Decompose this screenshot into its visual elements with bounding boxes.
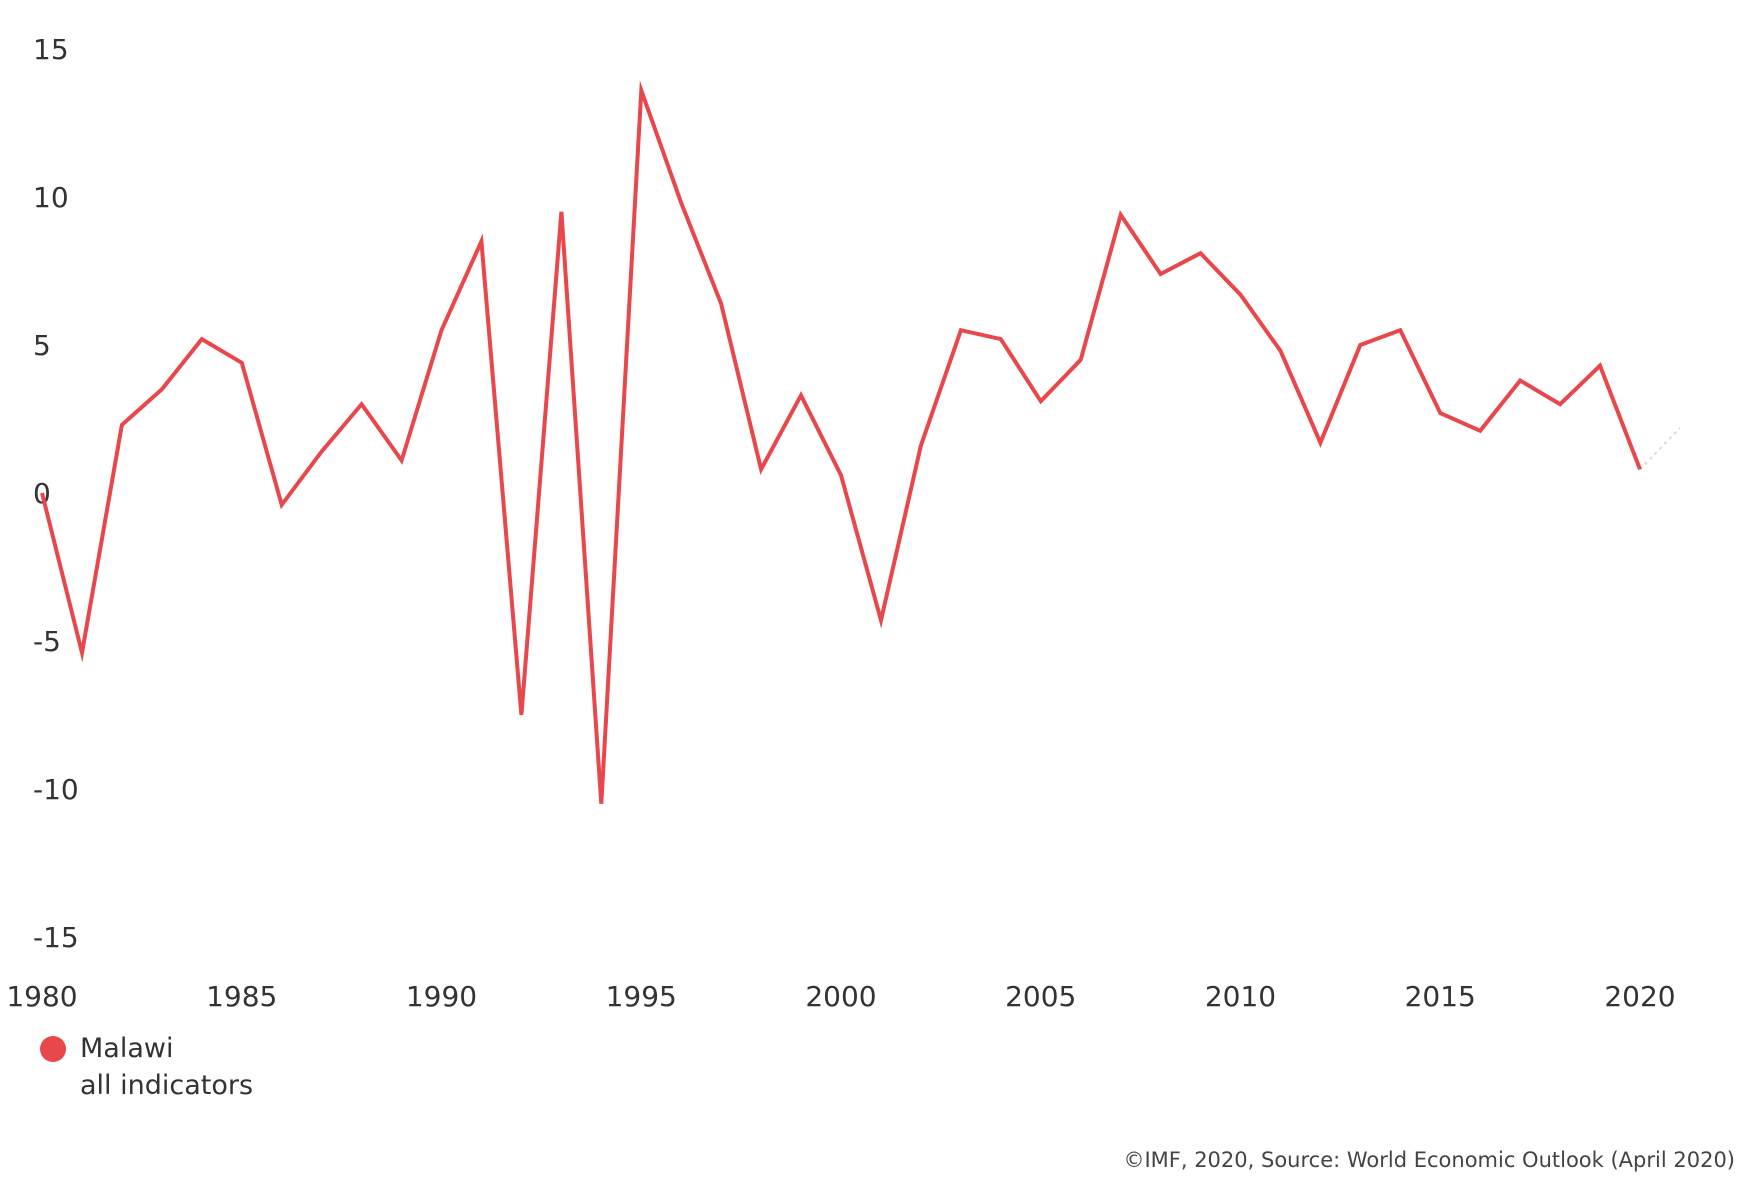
x-tick-label: 2020 bbox=[1604, 980, 1675, 1013]
legend-series-sub: all indicators bbox=[80, 1070, 254, 1101]
y-tick-label: 5 bbox=[33, 329, 51, 362]
y-tick-label: 10 bbox=[33, 181, 69, 214]
legend[interactable]: Malawi all indicators bbox=[40, 1030, 253, 1104]
x-tick-label: 1985 bbox=[206, 980, 277, 1013]
x-tick-label: 1995 bbox=[606, 980, 677, 1013]
plot-area bbox=[40, 80, 1681, 804]
projection-line bbox=[1639, 427, 1681, 470]
y-tick-label: 15 bbox=[33, 33, 69, 66]
y-tick-label: -15 bbox=[33, 921, 79, 954]
y-tick-label: -5 bbox=[33, 625, 61, 658]
x-tick-label: 2010 bbox=[1205, 980, 1276, 1013]
y-tick-label: -10 bbox=[33, 773, 79, 806]
x-tick-label: 1980 bbox=[6, 980, 77, 1013]
legend-marker-malawi bbox=[40, 1036, 66, 1062]
series-line-malawi[interactable] bbox=[40, 80, 1642, 804]
x-tick-label: 1990 bbox=[406, 980, 477, 1013]
x-tick-label: 2005 bbox=[1005, 980, 1076, 1013]
legend-label: Malawi all indicators bbox=[80, 1030, 253, 1104]
x-axis-tick-labels: 1980 1985 1990 1995 2000 2005 2010 2015 2020 bbox=[6, 980, 1675, 1013]
x-tick-label: 2015 bbox=[1405, 980, 1476, 1013]
x-tick-label: 2000 bbox=[805, 980, 876, 1013]
source-footer: ©IMF, 2020, Source: World Economic Outlo… bbox=[1123, 1148, 1735, 1172]
legend-series-name: Malawi bbox=[80, 1033, 174, 1064]
